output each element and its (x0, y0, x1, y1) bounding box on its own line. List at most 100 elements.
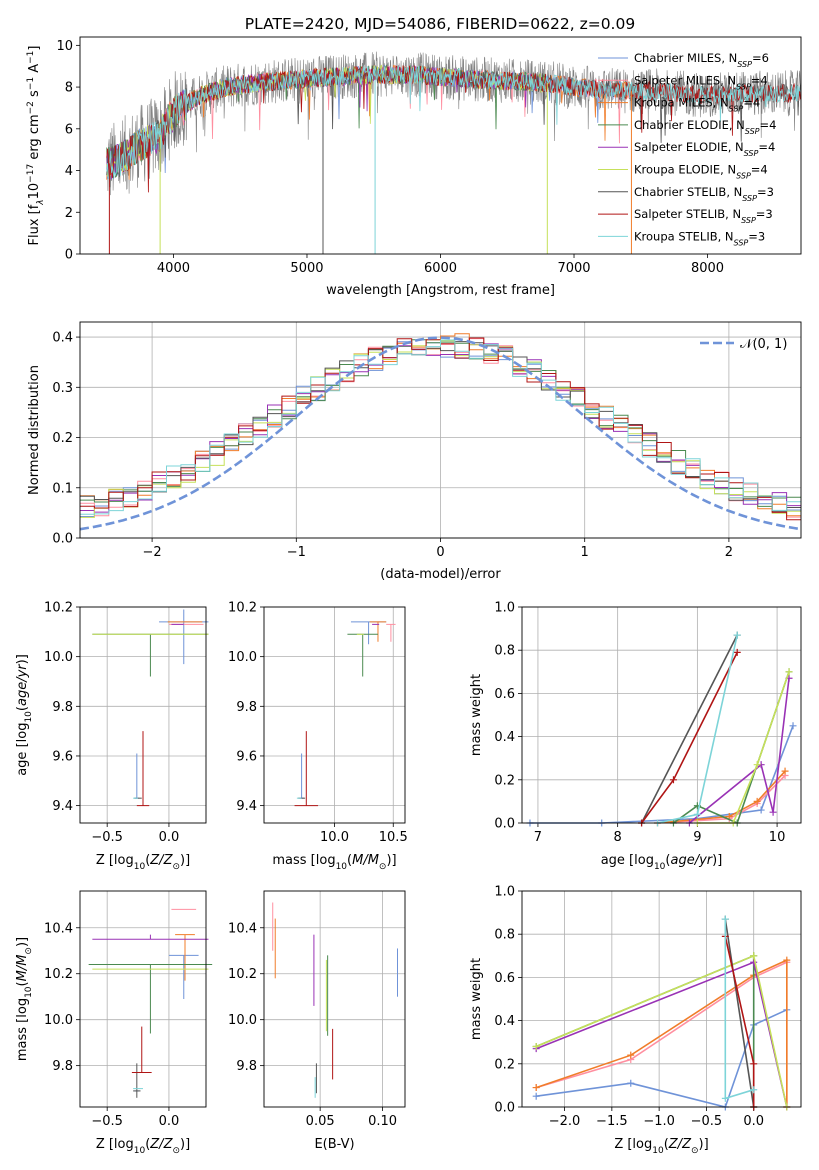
x-tick-label: 5000 (290, 261, 323, 276)
chabrier_miles-marker (757, 806, 765, 814)
axes-frame (79, 606, 207, 824)
grid-lines (80, 891, 206, 1107)
label-part: ( (347, 853, 352, 868)
y-tick-label: 0.2 (52, 431, 73, 446)
legend-text: Salpeter ELODIE, N (634, 140, 744, 154)
label-part: ( (15, 981, 30, 986)
x-tick-label: −1 (287, 545, 306, 560)
y-tick-label: 9.8 (236, 1059, 257, 1074)
legend-label: Chabrier STELIB, NSSP=3 (634, 185, 774, 203)
x-axis-label: Z [log10(Z/Z⊙)] (614, 1137, 708, 1156)
legend-text: Salpeter STELIB, N (634, 207, 741, 221)
y-tick-label: 10.0 (228, 1013, 257, 1028)
label-part: 10 (654, 862, 666, 872)
x-axis-label: Z [log10(Z/Z⊙)] (96, 1137, 190, 1156)
label-part: 10 (336, 862, 348, 872)
ticks: 10.0 10.5 9.4 9.6 9.8 10.0 10.2 (228, 601, 408, 846)
y-tick-label: 0.6 (494, 687, 515, 702)
y-tick-label: 10.2 (44, 601, 73, 616)
legend-label: 𝒩(0, 1) (740, 337, 787, 352)
legend-suffix: =4 (751, 163, 768, 177)
normal-reference-curve (79, 336, 802, 531)
label-part: mass [log (272, 853, 335, 868)
y-tick-label: 2 (65, 206, 73, 221)
y-tick-label: 0.4 (494, 1014, 515, 1029)
x-tick-label: 10.5 (379, 830, 408, 845)
label-part: Z/Z (149, 1137, 173, 1152)
y-tick-label: 9.8 (52, 1059, 73, 1074)
ticks: 4000 5000 6000 7000 8000 0 2 4 6 8 10 (56, 39, 724, 276)
label-part: age/yr (15, 663, 30, 706)
legend-subscript: SSP (745, 126, 760, 135)
histogram-steps (80, 333, 801, 521)
legend-text: Kroupa ELODIE, N (634, 163, 736, 177)
axes-frame (79, 36, 802, 255)
label-part: 10 (27, 183, 42, 200)
y-tick-label: 1.0 (494, 601, 515, 616)
legend-subscript: SSP (734, 238, 749, 247)
chabrier_stelib-line (724, 918, 755, 1108)
y-tick-label: 9.4 (236, 799, 257, 814)
y-tick-label: 10.4 (44, 921, 73, 936)
kroupa_miles-marker (753, 797, 761, 805)
series-lines (526, 631, 797, 827)
y-tick-label: 0.8 (494, 928, 515, 943)
chabrier_stelib-line (640, 634, 738, 824)
chabrier_elodie-line (673, 671, 790, 825)
y-tick-label: 10.0 (44, 1013, 73, 1028)
x-tick-label: −2 (143, 545, 162, 560)
label-part: ⊙ (379, 862, 387, 872)
legend-suffix: =3 (757, 185, 774, 199)
legend-subscript: SSP (736, 171, 751, 180)
kroupa_stelib-model-line (106, 65, 801, 181)
y-tick-label: 0.1 (52, 481, 73, 496)
x-axis-label: E(B-V) (314, 1137, 354, 1152)
chabrier_miles-line (536, 1009, 788, 1108)
kroupa_elodie-marker (785, 668, 793, 676)
x-tick-label: −1.0 (643, 1114, 675, 1129)
kroupa_stelib-marker (750, 1086, 758, 1094)
label-part: erg cm (27, 114, 42, 163)
y-axis-label: mass [log10(M/M⊙)] (15, 937, 34, 1061)
y-tick-label: 0 (65, 248, 73, 263)
x-tick-label: 0.10 (368, 1114, 397, 1129)
chabrier_miles-marker (789, 722, 797, 730)
series-lines (532, 915, 791, 1111)
grid-lines (522, 606, 801, 824)
label-part: ( (664, 1137, 669, 1152)
label-part: 10 (24, 986, 34, 998)
x-axis-label: mass [log10(M/M⊙)] (272, 853, 396, 872)
label-part: Z [log (614, 1137, 652, 1152)
y-tick-label: 0.0 (494, 1101, 515, 1116)
label-part: Z/Z (149, 853, 173, 868)
label-part: 10 (652, 1146, 664, 1156)
x-tick-label: 7 (534, 830, 542, 845)
legend-text: Salpeter MILES, N (634, 73, 736, 87)
legend-label: Kroupa MILES, NSSP=4 (634, 96, 760, 114)
ticks: −2.0 −1.5 −1.0 −0.5 0.0 0.0 0.2 0.4 0.6 0.8 1.0 (494, 885, 764, 1130)
label-part: age [log (601, 853, 654, 868)
legend-label: Salpeter STELIB, NSSP=3 (634, 207, 773, 225)
axes-frame (79, 890, 207, 1108)
label-part: −1 (26, 51, 36, 64)
x-tick-label: 0.0 (159, 1114, 180, 1129)
salpeter_elodie-marker (769, 808, 777, 816)
y-tick-label: 9.8 (236, 700, 257, 715)
ticks: 7 8 9 10 0.0 0.2 0.4 0.6 0.8 1.0 (494, 601, 785, 846)
axes-frame (263, 890, 406, 1108)
x-tick-label: 10.0 (320, 830, 349, 845)
y-tick-label: 0.3 (52, 381, 73, 396)
label-part: ⊙ (691, 1146, 699, 1156)
axes-frame (263, 606, 406, 824)
residuals-panel: −2 −1 0 1 2 0.0 0.1 0.2 0.3 0.4 𝒩(0, 1) (data-model… (27, 321, 802, 582)
legend-text: Chabrier MILES, N (634, 51, 737, 65)
x-axis-label: wavelength [Angstrom, rest frame] (326, 283, 555, 298)
label-part: −2 (26, 101, 36, 114)
y-tick-label: 9.6 (52, 749, 73, 764)
y-tick-label: 8 (65, 81, 73, 96)
y-tick-label: 0.2 (494, 773, 515, 788)
legend-subscript: SSP (737, 60, 752, 69)
legend-label: Salpeter ELODIE, NSSP=4 (634, 140, 775, 158)
